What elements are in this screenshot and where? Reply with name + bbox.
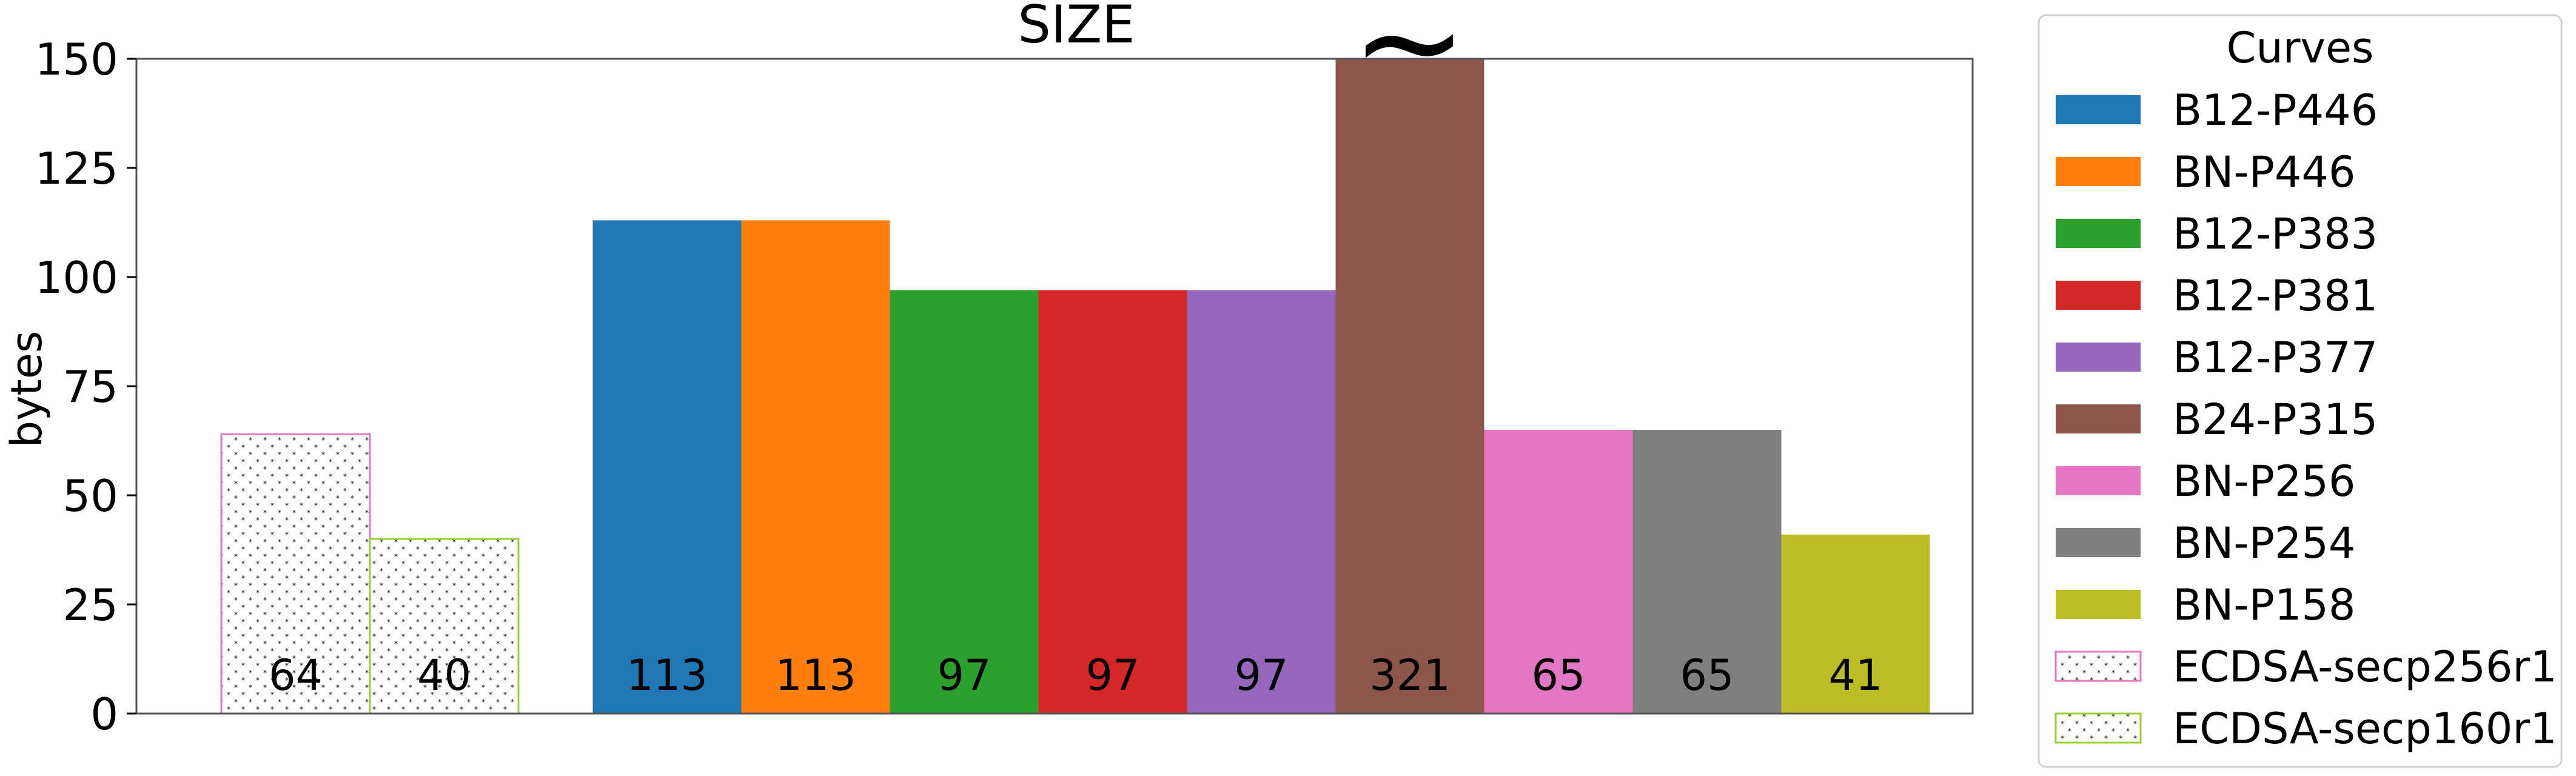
y-tick-label-100: 100: [35, 252, 118, 303]
legend-item-bn-p158: BN-P158: [2056, 580, 2355, 630]
data-label-bn-p446: 113: [775, 651, 856, 700]
legend-entries: B12-P446 BN-P446 B12-P383 B12-P381 B12-P377 B…: [2054, 85, 2557, 754]
legend-label-bn-p256: BN-P256: [2173, 457, 2355, 506]
legend-item-bn-p446: BN-P446: [2056, 147, 2355, 197]
legend-label-b12-p381: B12-P381: [2173, 271, 2378, 321]
data-label-ecdsa-secp256r1: 64: [269, 651, 323, 700]
data-label-b24-p315: 321: [1369, 651, 1451, 700]
y-tick-label-25: 25: [62, 580, 118, 630]
bars-layer: [220, 59, 1930, 715]
legend-label-b12-p446: B12-P446: [2173, 85, 2378, 135]
legend-swatch-b12-p381: [2056, 281, 2141, 310]
data-label-b12-p381: 97: [1085, 651, 1139, 700]
bar-bn-p254: [1632, 430, 1782, 714]
bar-bn-p158: [1781, 534, 1930, 714]
legend-label-b24-p315: B24-P315: [2173, 395, 2378, 444]
bar-b24-p315: [1335, 59, 1484, 714]
data-label-b12-p377: 97: [1234, 651, 1288, 700]
data-label-bn-p254: 65: [1680, 651, 1734, 700]
legend-item-b12-p383: B12-P383: [2056, 209, 2378, 259]
legend-swatch-bn-p158: [2056, 590, 2141, 619]
legend-label-b12-p383: B12-P383: [2173, 209, 2378, 259]
bar-b12-p381: [1038, 290, 1187, 714]
legend-title: Curves: [2227, 23, 2374, 73]
legend-item-b12-p377: B12-P377: [2056, 333, 2378, 383]
y-tick-label-150: 150: [35, 34, 118, 85]
legend-label-bn-p446: BN-P446: [2173, 147, 2355, 197]
legend-swatch-b24-p315: [2056, 404, 2141, 433]
legend-item-bn-p256: BN-P256: [2056, 457, 2355, 506]
legend-swatch-b12-p446: [2056, 95, 2141, 124]
legend-item-ecdsa-secp160r1: ECDSA-secp160r1: [2054, 704, 2557, 754]
bar-b12-p377: [1187, 290, 1336, 714]
bar-b12-p383: [890, 290, 1039, 714]
legend-swatch-bn-p254: [2056, 528, 2141, 557]
data-label-bn-p256: 65: [1531, 651, 1585, 700]
data-label-ecdsa-secp160r1: 40: [417, 651, 471, 700]
y-tick-label-50: 50: [62, 470, 118, 521]
data-label-bn-p158: 41: [1828, 651, 1882, 700]
legend-label-bn-p254: BN-P254: [2173, 518, 2355, 568]
data-labels-layer: 64 40 113 113 97 97 97 321 65 65 41: [269, 651, 1883, 700]
legend-swatch-ecdsa-secp160r1: [2054, 712, 2142, 744]
legend-swatch-bn-p256: [2056, 466, 2141, 495]
legend-swatch-bn-p446: [2056, 157, 2141, 186]
bar-b12-p446: [592, 220, 742, 714]
legend-item-b12-p381: B12-P381: [2056, 271, 2378, 321]
legend-label-ecdsa-secp160r1: ECDSA-secp160r1: [2173, 704, 2557, 754]
bar-bn-p446: [741, 220, 890, 714]
legend-label-bn-p158: BN-P158: [2173, 580, 2355, 630]
legend-item-b12-p446: B12-P446: [2056, 85, 2378, 135]
legend: Curves B12-P446BN-P446B12-P383B12-P381B1…: [2038, 14, 2563, 768]
axis-break-marker: ~: [1351, 0, 1468, 123]
y-axis-label: bytes: [2, 331, 52, 448]
y-tick-label-0: 0: [90, 689, 118, 740]
legend-frame: [2038, 14, 2563, 768]
bar-bn-p256: [1484, 430, 1633, 714]
legend-swatch-b12-p383: [2056, 219, 2141, 248]
legend-swatch-b12-p377: [2056, 343, 2141, 372]
legend-item-b24-p315: B24-P315: [2056, 395, 2378, 444]
y-tick-label-75: 75: [62, 361, 118, 412]
y-tick-label-125: 125: [35, 143, 118, 194]
legend-label-ecdsa-secp256r1: ECDSA-secp256r1: [2173, 642, 2557, 692]
data-label-b12-p446: 113: [626, 651, 708, 700]
legend-swatch-ecdsa-secp256r1: [2054, 651, 2142, 682]
bar-ecdsa-secp256r1: [220, 433, 371, 715]
legend-label-b12-p377: B12-P377: [2173, 333, 2378, 383]
data-label-b12-p383: 97: [937, 651, 991, 700]
legend-item-bn-p254: BN-P254: [2056, 518, 2355, 568]
legend-item-ecdsa-secp256r1: ECDSA-secp256r1: [2054, 642, 2557, 692]
chart-title: SIZE: [1018, 0, 1135, 55]
bar-ecdsa-secp160r1: [369, 538, 520, 715]
y-axis: 0 25 50 75 100 125 150: [35, 34, 136, 740]
